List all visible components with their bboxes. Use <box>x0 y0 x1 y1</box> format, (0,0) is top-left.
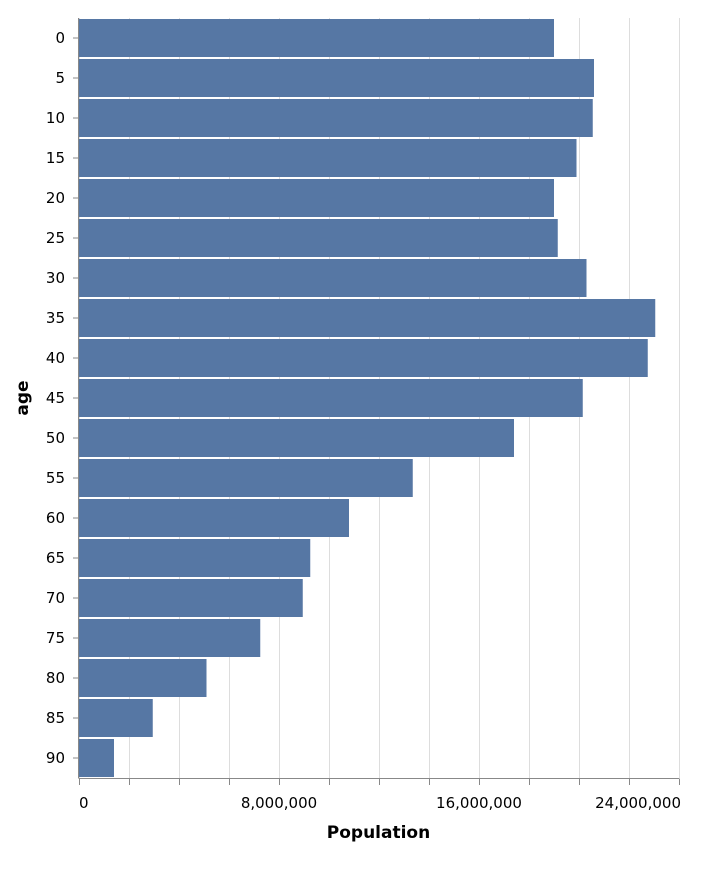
bars <box>79 19 656 777</box>
bar-25 <box>79 219 558 257</box>
x-tick-label: 8,000,000 <box>241 794 317 812</box>
y-tick-label: 40 <box>46 349 65 367</box>
bar-40 <box>79 339 648 377</box>
bar-90 <box>79 739 114 777</box>
y-tick-label: 30 <box>46 269 65 287</box>
bar-55 <box>79 459 413 497</box>
bar-5 <box>79 59 594 97</box>
bar-15 <box>79 139 577 177</box>
bar-65 <box>79 539 311 577</box>
bar-10 <box>79 99 593 137</box>
bar-0 <box>79 19 554 57</box>
y-tick-label: 0 <box>55 29 65 47</box>
bar-70 <box>79 579 303 617</box>
bar-30 <box>79 259 587 297</box>
y-tick-label: 50 <box>46 429 65 447</box>
bar-20 <box>79 179 554 217</box>
y-axis-title: age <box>13 380 33 415</box>
y-tick-label: 60 <box>46 509 65 527</box>
y-tick-label: 90 <box>46 749 65 767</box>
y-tick-label: 80 <box>46 669 65 687</box>
axes: 0 5 10 15 20 25 30 35 40 45 50 55 60 65 70 75 80 85 90 0 8,0… <box>46 18 681 812</box>
y-tick-label: 10 <box>46 109 65 127</box>
bar-35 <box>79 299 656 337</box>
x-tick-label: 24,000,000 <box>595 794 681 812</box>
y-tick-label: 35 <box>46 309 65 327</box>
y-tick-label: 65 <box>46 549 65 567</box>
y-tick-label: 70 <box>46 589 65 607</box>
y-tick-label: 15 <box>46 149 65 167</box>
y-tick-label: 55 <box>46 469 65 487</box>
bar-80 <box>79 659 207 697</box>
y-tick-label: 25 <box>46 229 65 247</box>
y-tick-label: 85 <box>46 709 65 727</box>
x-tick-label: 16,000,000 <box>436 794 522 812</box>
y-tick-label: 45 <box>46 389 65 407</box>
bar-60 <box>79 499 349 537</box>
x-axis-title: Population <box>327 823 430 843</box>
bar-85 <box>79 699 153 737</box>
x-tick-label: 0 <box>79 794 89 812</box>
y-tick-label: 20 <box>46 189 65 207</box>
bar-75 <box>79 619 261 657</box>
bar-50 <box>79 419 514 457</box>
bar-45 <box>79 379 583 417</box>
y-tick-label: 5 <box>55 69 65 87</box>
y-tick-label: 75 <box>46 629 65 647</box>
